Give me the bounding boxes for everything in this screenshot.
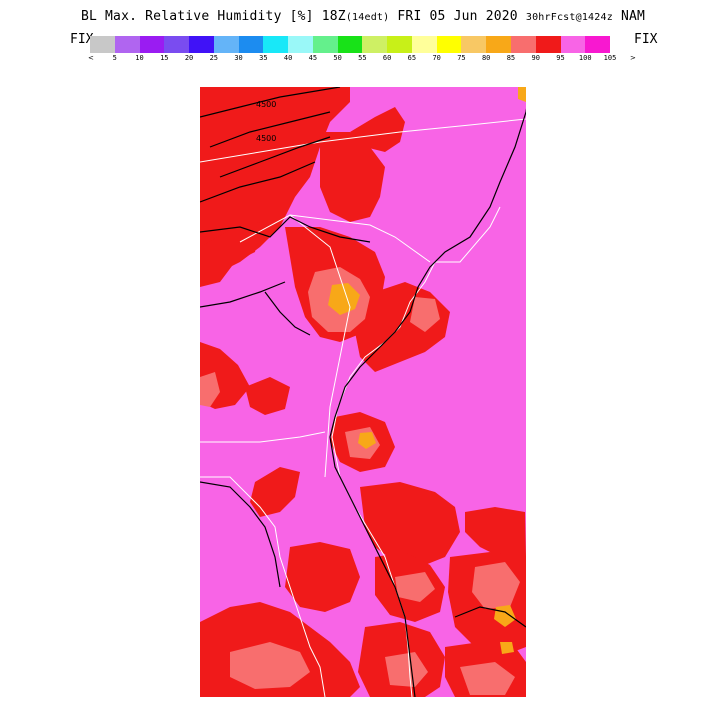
legend-label: 55 bbox=[358, 54, 367, 62]
legend-swatch bbox=[139, 36, 165, 53]
legend-swatch bbox=[238, 36, 264, 53]
legend-swatch bbox=[362, 36, 388, 53]
legend-swatch bbox=[189, 36, 214, 53]
legend-swatch bbox=[312, 36, 338, 53]
legend-swatch bbox=[560, 36, 586, 53]
legend-label: 105 bbox=[603, 54, 617, 62]
fix-right-label: FIX bbox=[634, 32, 658, 47]
legend-swatch bbox=[461, 36, 487, 53]
contour-label: 4500 bbox=[256, 134, 276, 143]
humidity-map: 4500 4500 bbox=[200, 87, 526, 697]
legend-swatch bbox=[511, 36, 536, 53]
legend-label: 5 bbox=[112, 54, 117, 62]
legend-label: 75 bbox=[457, 54, 466, 62]
legend-swatch bbox=[337, 36, 363, 53]
legend-swatch bbox=[213, 36, 239, 53]
legend-swatch bbox=[585, 36, 611, 53]
legend-label: 45 bbox=[308, 54, 318, 62]
legend-label: 40 bbox=[283, 54, 293, 62]
legend-label: 85 bbox=[506, 54, 516, 62]
legend-arrow-left: < bbox=[88, 54, 94, 62]
legend-label: 30 bbox=[234, 54, 243, 62]
legend-label: 95 bbox=[556, 54, 565, 62]
legend-label: 65 bbox=[407, 54, 417, 62]
legend-label: 100 bbox=[578, 54, 592, 62]
legend-label: 25 bbox=[209, 54, 219, 62]
contour-label: 4500 bbox=[256, 100, 276, 109]
legend-labels: 5 10 15 20 25 30 35 40 45 50 55 60 65 70 75 80 85 90 95 100… bbox=[90, 54, 630, 66]
legend-swatch bbox=[288, 36, 313, 53]
legend-swatch bbox=[164, 36, 190, 53]
legend-label: 15 bbox=[160, 54, 169, 62]
contour-lines bbox=[200, 87, 526, 697]
legend-swatch bbox=[411, 36, 437, 53]
legend-label: 50 bbox=[333, 54, 342, 62]
legend-swatch bbox=[436, 36, 462, 53]
fix-left-label: FIX bbox=[70, 32, 94, 47]
legend-swatch bbox=[114, 36, 140, 53]
high-humidity-areas bbox=[200, 87, 526, 697]
legend-label: 60 bbox=[382, 54, 392, 62]
color-legend bbox=[90, 36, 611, 53]
map-title: BL Max. Relative Humidity [%] 18Z(14edt)… bbox=[0, 9, 726, 24]
legend-swatch bbox=[535, 36, 561, 53]
title-local-time: (14edt) bbox=[345, 12, 390, 23]
legend-label: 80 bbox=[481, 54, 491, 62]
legend-swatch bbox=[90, 36, 115, 53]
legend-label: 10 bbox=[135, 54, 144, 62]
legend-label: 20 bbox=[184, 54, 194, 62]
legend-swatch bbox=[486, 36, 512, 53]
title-model: NAM bbox=[612, 9, 646, 24]
legend-swatch bbox=[263, 36, 289, 53]
legend-label: 90 bbox=[531, 54, 540, 62]
title-date: FRI 05 Jun 2020 bbox=[389, 9, 526, 24]
legend-label: 70 bbox=[432, 54, 441, 62]
title-forecast: 30hrFcst@1424z bbox=[525, 12, 613, 23]
title-main: BL Max. Relative Humidity [%] 18Z bbox=[80, 9, 346, 24]
legend-swatch bbox=[387, 36, 412, 53]
legend-arrow-right: > bbox=[630, 54, 636, 62]
legend-label: 35 bbox=[259, 54, 268, 62]
